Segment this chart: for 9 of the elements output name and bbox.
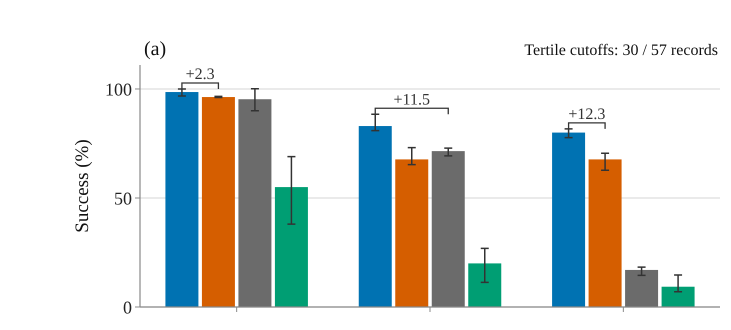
annotation: +11.5: [394, 91, 430, 108]
y-tick-label: 50: [114, 188, 132, 208]
annotation: +2.3: [186, 66, 215, 83]
y-axis-title: Success (%): [72, 139, 93, 233]
chart-subtitle: Tertile cutoffs: 30 / 57 records: [524, 42, 718, 59]
chart-title: (a): [144, 38, 166, 60]
y-tick-label: 0: [123, 297, 132, 318]
annotation: +12.3: [568, 106, 606, 123]
y-tick-label: 100: [105, 79, 132, 100]
